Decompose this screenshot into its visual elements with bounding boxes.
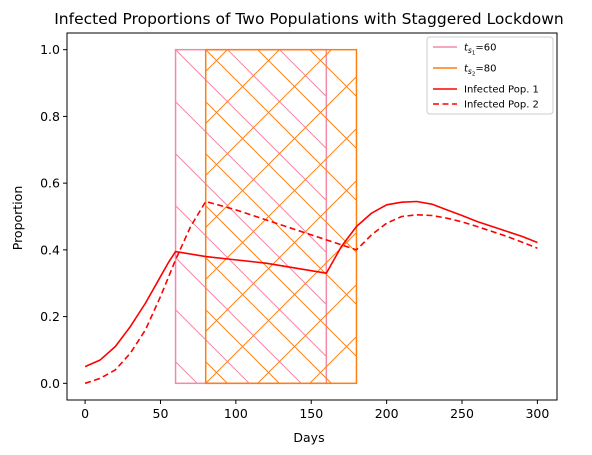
legend-item-2: ts2=80: [433, 64, 496, 78]
legend-label: Infected Pop. 2: [464, 100, 539, 111]
y-axis-label: Proportion: [10, 186, 25, 251]
plot-frame: [66, 32, 558, 401]
lockdown-border-2: [204, 48, 358, 385]
y-tick-label: 0.2: [40, 309, 60, 324]
series-line-2: [84, 200, 538, 385]
legend-item-1: ts1=60: [433, 43, 496, 57]
y-tick-label: 1.0: [40, 42, 60, 57]
legend-item-4: Infected Pop. 2: [433, 100, 539, 111]
legend-label: ts1=60: [464, 43, 496, 57]
x-tick-label: 0: [81, 406, 89, 421]
y-tick-label: 0.4: [40, 242, 60, 257]
legend-item-3: Infected Pop. 1: [433, 85, 539, 96]
legend-label: ts2=80: [464, 64, 496, 78]
lockdown-region-2: [204, 48, 358, 385]
legend-box: [426, 36, 554, 115]
x-tick-label: 50: [153, 406, 169, 421]
y-tick-label: 0.6: [40, 176, 60, 191]
lockdown-hatch-2: [205, 49, 357, 384]
chart-title: Infected Proportions of Two Populations …: [54, 10, 564, 28]
series-line-1: [84, 200, 538, 368]
y-tick-label: 0.8: [40, 109, 60, 124]
x-tick-label: 200: [375, 406, 399, 421]
x-tick-label: 100: [224, 406, 248, 421]
x-tick-label: 250: [450, 406, 474, 421]
legend-label: Infected Pop. 1: [464, 85, 539, 96]
lockdown-hatch-1: [175, 49, 327, 384]
y-tick-label: 0.0: [40, 376, 60, 391]
x-axis-label: Days: [293, 430, 324, 445]
legend: ts1=60 ts2=80 Infected Pop. 1 Infected Pop.…: [426, 36, 554, 115]
x-tick-label: 300: [525, 406, 549, 421]
x-tick-label: 150: [299, 406, 323, 421]
